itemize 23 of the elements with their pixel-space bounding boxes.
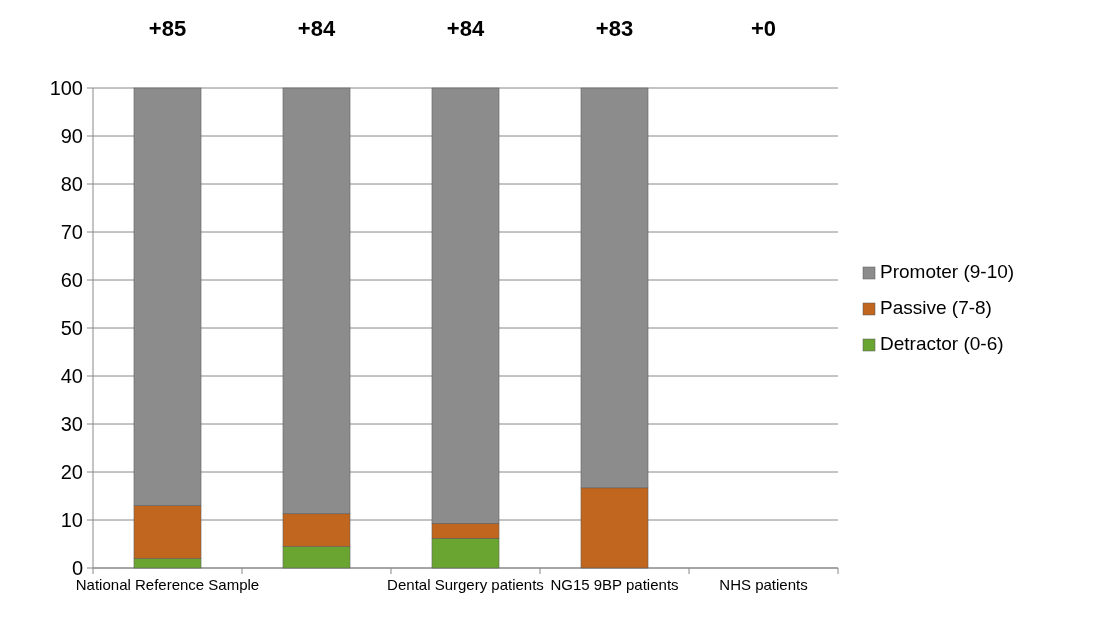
x-tick-label: Dental Surgery patients <box>387 576 544 593</box>
y-tick-label: 0 <box>71 557 83 579</box>
y-tick-label: 90 <box>60 125 83 147</box>
y-tick-label: 70 <box>60 221 83 243</box>
y-tick-label: 20 <box>60 461 83 483</box>
legend-label: Passive (7-8) <box>880 297 992 318</box>
x-tick-label: NG15 9BP patients <box>550 576 679 593</box>
text: +83 <box>595 16 634 41</box>
text: +84 <box>297 16 336 41</box>
y-tick-label: 10 <box>60 509 83 531</box>
y-tick-label: 40 <box>60 365 83 387</box>
legend-label: Promoter (9-10) <box>880 261 1015 282</box>
text: +85 <box>148 16 187 41</box>
y-tick-label: 30 <box>60 413 83 435</box>
y-tick-label: 80 <box>60 173 83 195</box>
text: +84 <box>446 16 485 41</box>
y-tick-label: 50 <box>60 317 83 339</box>
y-tick-label: 100 <box>49 77 83 99</box>
x-tick-label: National Reference Sample <box>75 576 260 593</box>
x-tick-label: NHS patients <box>719 576 808 593</box>
text: +0 <box>750 16 777 41</box>
legend-label: Detractor (0-6) <box>880 333 1004 354</box>
y-tick-label: 60 <box>60 269 83 291</box>
